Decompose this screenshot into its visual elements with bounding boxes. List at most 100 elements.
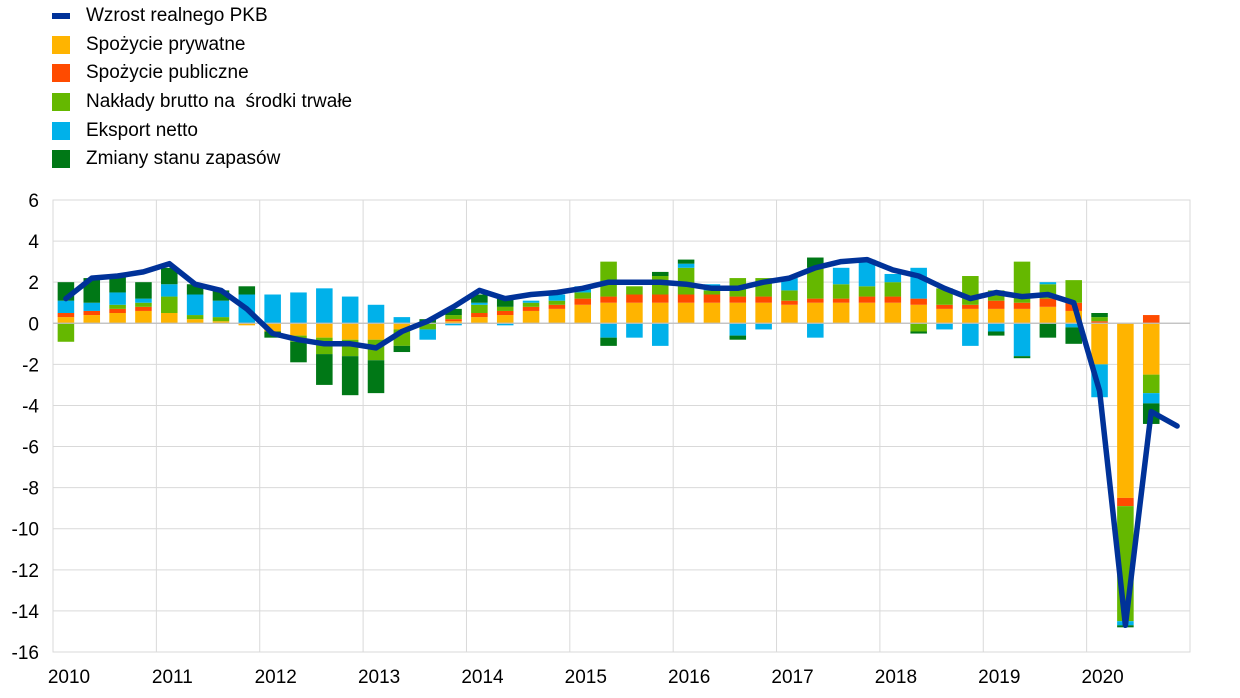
bar-public-consumption xyxy=(1091,321,1108,324)
bar-inventories xyxy=(651,271,669,277)
bar-public-consumption xyxy=(651,294,669,303)
bar-private-consumption xyxy=(135,310,152,324)
bar-investment xyxy=(1142,374,1160,394)
bar-investment xyxy=(522,302,540,307)
bar-net-exports xyxy=(419,329,436,340)
legend-swatch-inventories xyxy=(52,150,70,169)
x-tick-label: 2013 xyxy=(358,667,400,688)
bar-investment xyxy=(445,315,462,320)
bar-net-exports xyxy=(729,323,747,336)
bar-inventories xyxy=(496,298,514,307)
bar-public-consumption xyxy=(109,308,126,313)
bar-private-consumption xyxy=(987,308,1005,324)
bar-private-consumption xyxy=(626,302,643,324)
bar-public-consumption xyxy=(781,300,798,305)
bar-public-consumption xyxy=(1142,315,1160,324)
y-tick-label: 6 xyxy=(28,191,39,212)
legend-swatch-investment xyxy=(52,93,70,112)
bar-private-consumption xyxy=(832,302,850,324)
bar-inventories xyxy=(135,282,152,299)
legend-label-inventories: Zmiany stanu zapasów xyxy=(86,148,281,170)
bar-private-consumption xyxy=(781,304,798,324)
x-tick-label: 2019 xyxy=(978,667,1020,688)
bar-net-exports xyxy=(290,292,307,324)
bar-public-consumption xyxy=(703,294,721,303)
bar-inventories xyxy=(238,286,256,295)
bar-investment xyxy=(677,267,695,295)
x-tick-label: 2012 xyxy=(255,667,297,688)
bar-public-consumption xyxy=(496,310,514,316)
legend-label-gdp: Wzrost realnego PKB xyxy=(86,5,268,27)
bar-inventories xyxy=(290,341,307,363)
bar-investment xyxy=(1013,261,1031,303)
legend-swatch-gdp xyxy=(52,13,70,20)
legend-swatch-private-consumption xyxy=(52,35,70,54)
bar-public-consumption xyxy=(522,306,540,311)
bar-private-consumption xyxy=(858,302,876,324)
bar-private-consumption xyxy=(548,308,566,324)
bar-inventories xyxy=(910,331,927,334)
bar-investment xyxy=(212,317,230,322)
bar-private-consumption xyxy=(807,302,824,324)
y-axis-ticks: 6 4 2 0 -2 -4 -6 -8 -10 -12 -14 -16 xyxy=(12,191,40,664)
bar-inventories xyxy=(109,276,126,293)
bar-public-consumption xyxy=(884,296,902,303)
y-tick-label: 4 xyxy=(28,232,39,253)
bar-public-consumption xyxy=(626,294,643,303)
legend-swatch-public-consumption xyxy=(52,64,70,83)
legend-item-inventories: Zmiany stanu zapasów xyxy=(52,145,352,174)
y-tick-label: -8 xyxy=(22,479,39,500)
legend-label-net-exports: Eksport netto xyxy=(86,119,198,141)
bar-net-exports xyxy=(677,263,695,268)
bar-public-consumption xyxy=(83,310,101,316)
bar-public-consumption xyxy=(471,313,488,318)
bar-inventories xyxy=(1091,313,1108,318)
y-tick-label: -16 xyxy=(12,643,39,664)
bar-investment xyxy=(858,286,876,297)
bar-investment xyxy=(600,261,617,297)
bar-net-exports xyxy=(264,294,281,324)
x-tick-label: 2016 xyxy=(668,667,710,688)
bar-net-exports xyxy=(109,292,126,305)
y-tick-label: 2 xyxy=(28,273,39,294)
bar-net-exports xyxy=(651,323,669,346)
x-tick-label: 2017 xyxy=(771,667,813,688)
bar-private-consumption xyxy=(574,304,592,324)
bar-net-exports xyxy=(135,298,152,303)
bar-inventories xyxy=(161,267,178,285)
bar-investment xyxy=(910,323,927,332)
legend-label-investment: Nakłady brutto na środki trwałe xyxy=(86,91,353,113)
legend-label-private-consumption: Spożycie prywatne xyxy=(86,33,246,55)
bar-investment xyxy=(781,290,798,301)
bar-inventories xyxy=(987,331,1005,336)
legend-item-private-consumption: Spożycie prywatne xyxy=(52,31,352,60)
bar-inventories xyxy=(445,308,462,316)
bar-investment xyxy=(987,290,1005,301)
bar-net-exports xyxy=(212,300,230,318)
bar-public-consumption xyxy=(445,319,462,322)
bar-net-exports xyxy=(884,273,902,283)
bar-net-exports xyxy=(1013,323,1031,357)
bar-private-consumption xyxy=(496,315,514,324)
y-tick-label: -6 xyxy=(22,438,39,459)
gdp-growth-line xyxy=(63,256,1180,629)
bar-private-consumption xyxy=(1091,323,1108,365)
legend-item-net-exports: Eksport netto xyxy=(52,116,352,145)
bar-private-consumption xyxy=(57,317,75,324)
bar-inventories xyxy=(316,354,333,385)
x-tick-label: 2015 xyxy=(565,667,607,688)
bar-private-consumption xyxy=(677,302,695,324)
x-tick-label: 2020 xyxy=(1081,667,1123,688)
bar-investment xyxy=(1065,280,1082,303)
bar-net-exports xyxy=(755,323,772,330)
bar-net-exports xyxy=(316,288,333,324)
bar-net-exports xyxy=(83,302,101,311)
bar-private-consumption xyxy=(910,304,927,324)
bar-private-consumption xyxy=(238,323,256,326)
bar-private-consumption xyxy=(393,323,411,330)
stacked-bars xyxy=(57,257,1160,628)
bar-inventories xyxy=(471,294,488,303)
gdp-line-layer xyxy=(63,256,1180,629)
bar-net-exports xyxy=(987,323,1005,332)
